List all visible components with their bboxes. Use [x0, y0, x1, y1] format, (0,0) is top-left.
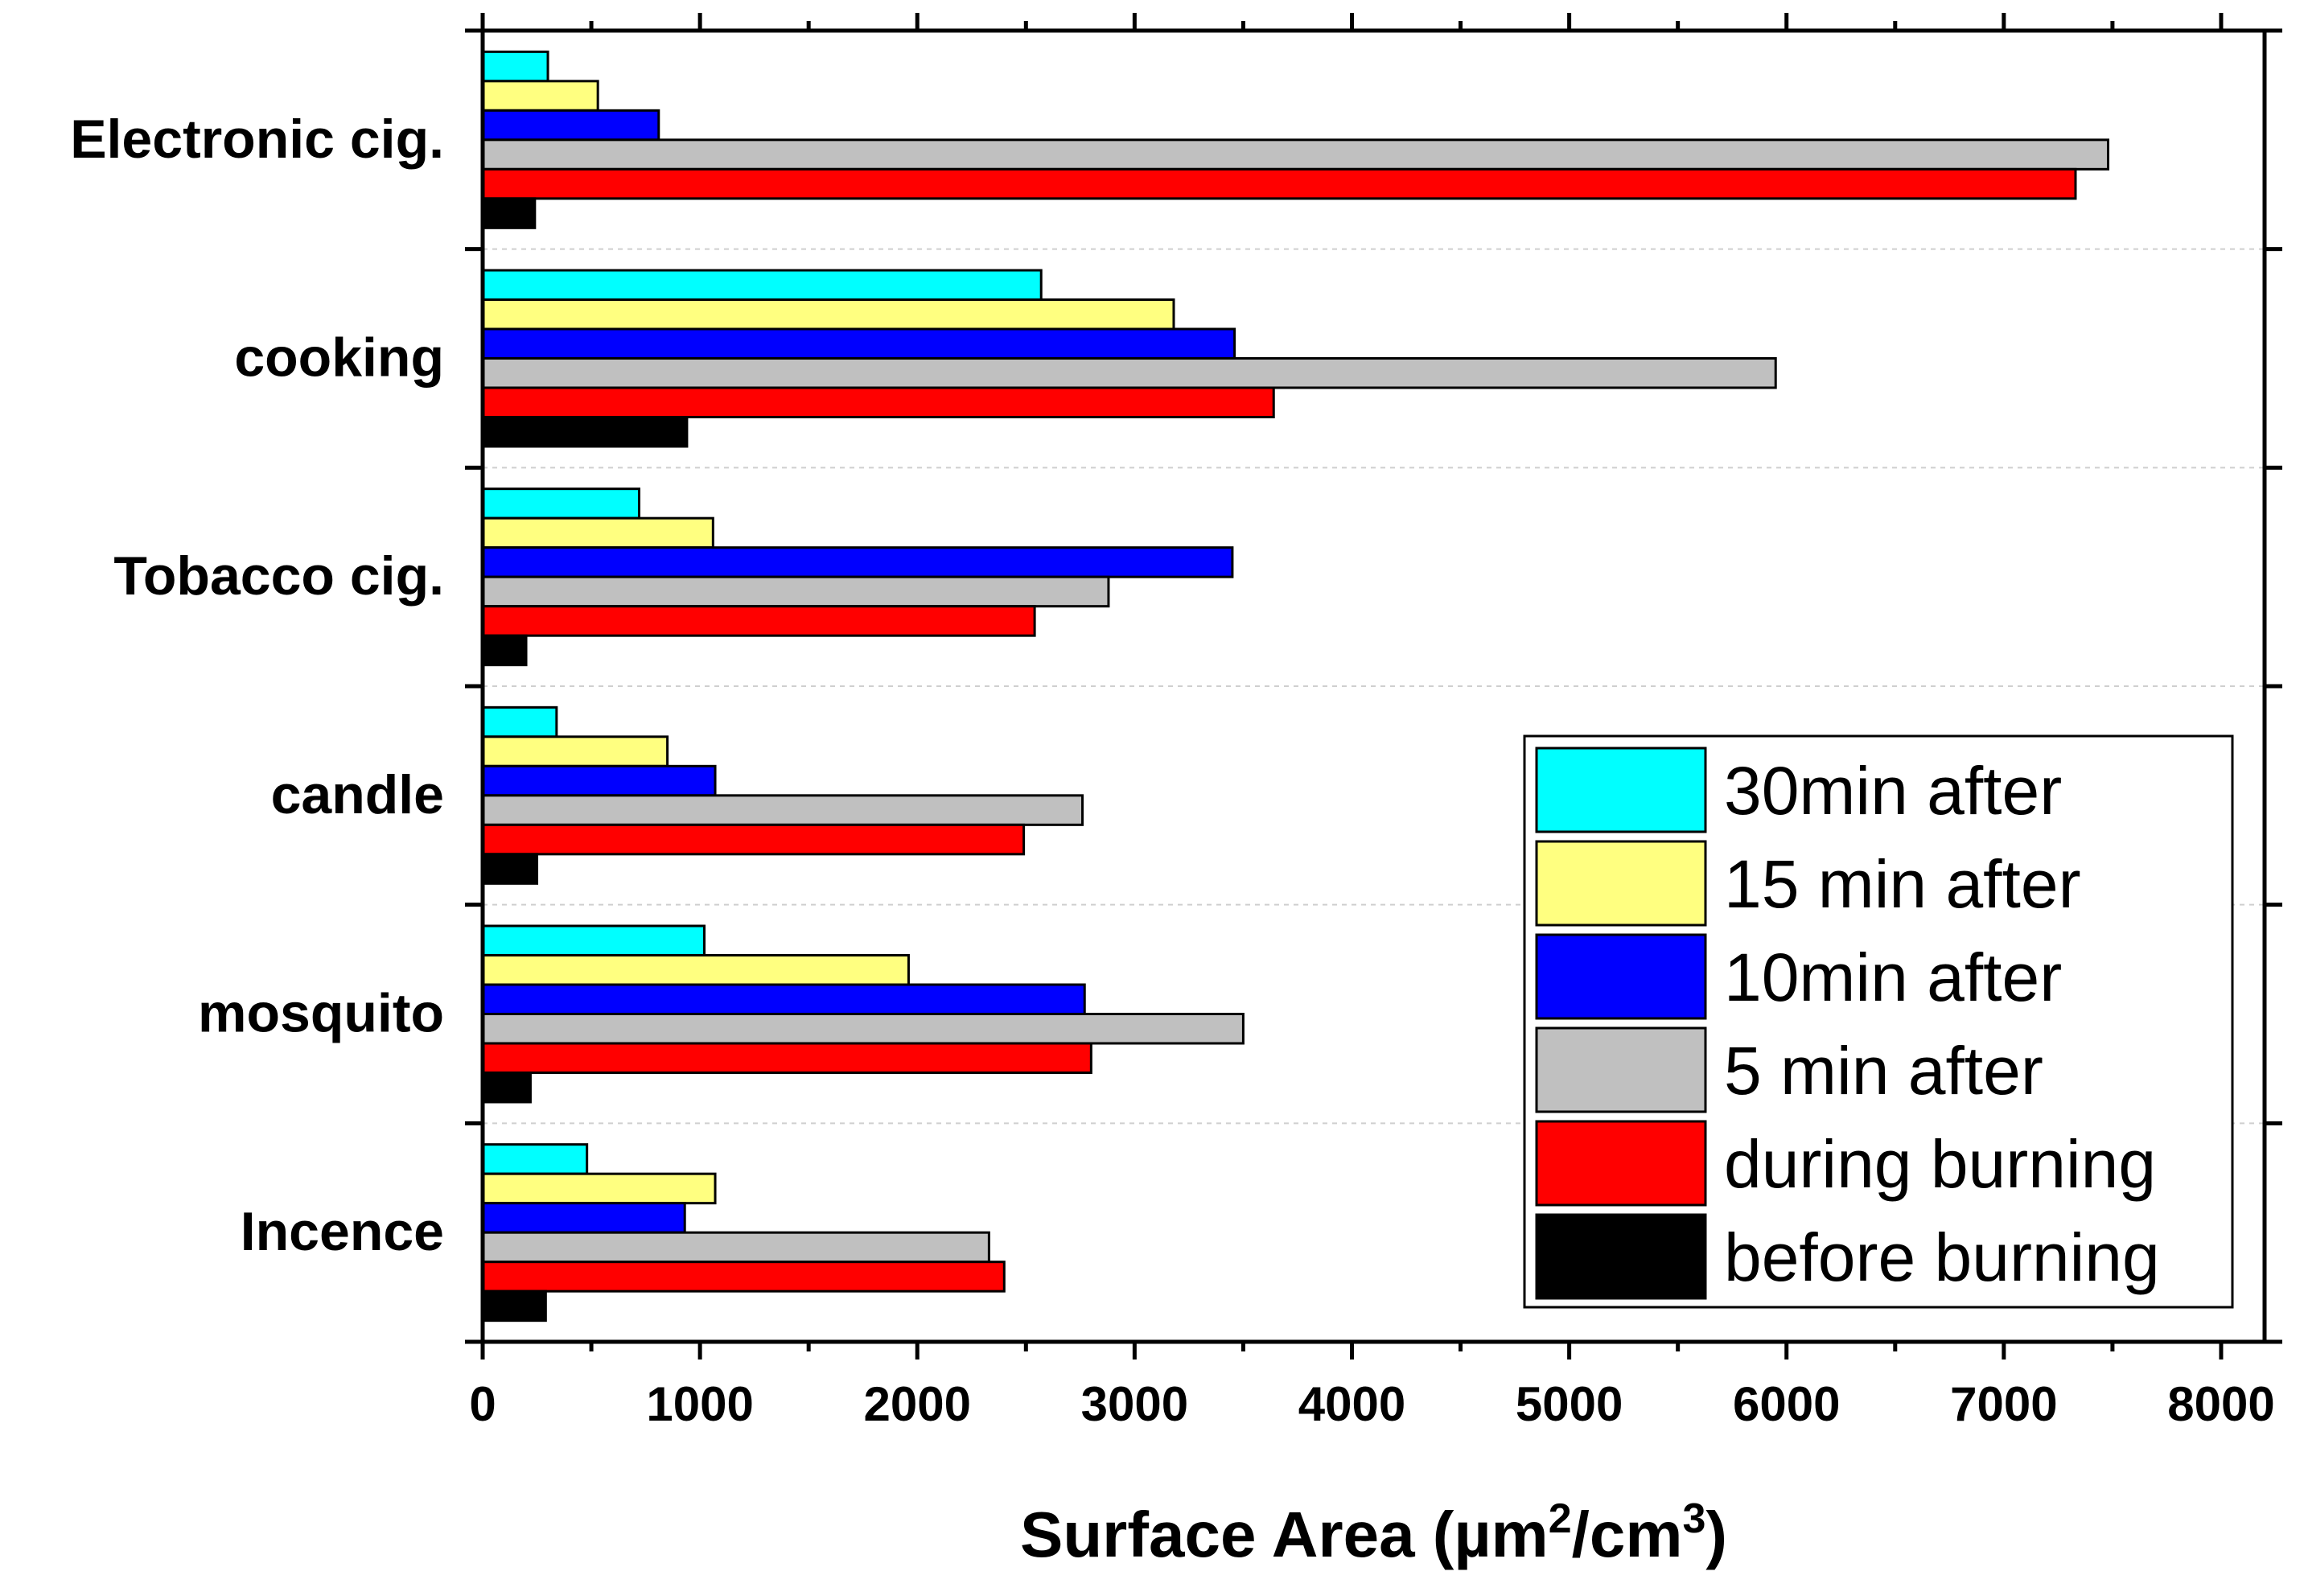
legend: 30min after 15 min after 10min after 5 min …	[1523, 734, 2234, 1309]
x-tick-label: 6000	[1733, 1377, 1840, 1431]
legend-swatch	[1535, 747, 1707, 833]
category-label: Incence	[241, 1201, 444, 1262]
x-tick-label: 5000	[1516, 1377, 1623, 1431]
legend-label: 15 min after	[1724, 846, 2081, 922]
bar-before-burning	[481, 197, 537, 229]
bar-30min-after	[481, 269, 1043, 301]
bar-5-min-after	[481, 1013, 1245, 1045]
x-tick-labels: 0 1000 2000 3000 4000 5000 6000 7000 8000	[469, 1377, 2274, 1431]
bar-10min-after	[481, 764, 717, 797]
bar-5-min-after	[481, 1231, 990, 1264]
x-tick-label: 8000	[2167, 1377, 2274, 1431]
x-tick-label: 4000	[1298, 1377, 1405, 1431]
bar-5-min-after	[481, 794, 1084, 826]
bar-10min-after	[481, 109, 660, 142]
bar-10min-after	[481, 546, 1234, 578]
bar-10min-after	[481, 1202, 686, 1234]
legend-label: 5 min after	[1724, 1033, 2043, 1109]
bar-30min-after	[481, 1143, 589, 1175]
bar-during-burning	[481, 386, 1275, 418]
category-label: candle	[271, 764, 444, 825]
legend-swatch	[1535, 933, 1707, 1020]
bar-30min-after	[481, 924, 706, 956]
bars	[481, 50, 2110, 1322]
bar-5-min-after	[481, 575, 1110, 608]
bar-5-min-after	[481, 138, 2110, 171]
bar-15-min-after	[481, 954, 910, 986]
x-axis-title: Surface Area (µm2/cm3)	[1020, 1495, 1727, 1570]
x-tick-label: 7000	[1950, 1377, 2057, 1431]
category-label: mosquito	[198, 983, 444, 1044]
bar-during-burning	[481, 1042, 1092, 1074]
bar-before-burning	[481, 1290, 547, 1322]
legend-label: 30min after	[1724, 753, 2062, 829]
bar-before-burning	[481, 853, 539, 885]
bar-15-min-after	[481, 298, 1175, 331]
bar-before-burning	[481, 634, 528, 667]
bar-30min-after	[481, 705, 558, 738]
bar-30min-after	[481, 487, 640, 520]
legend-label: before burning	[1724, 1220, 2160, 1295]
category-labels: Electronic cig. cooking Tobacco cig. candle…	[70, 109, 444, 1262]
axis-ticks	[465, 13, 2282, 1359]
bar-during-burning	[481, 823, 1026, 856]
legend-swatch	[1535, 1213, 1707, 1300]
category-label: Tobacco cig.	[113, 545, 444, 607]
legend-swatch	[1535, 1120, 1707, 1207]
category-label: Electronic cig.	[70, 109, 444, 170]
category-label: cooking	[234, 327, 444, 389]
bar-during-burning	[481, 1261, 1006, 1293]
gridlines	[483, 248, 2265, 1125]
bar-during-burning	[481, 167, 2077, 200]
bar-before-burning	[481, 416, 689, 448]
bar-15-min-after	[481, 80, 599, 112]
legend-swatch	[1535, 840, 1707, 927]
bar-15-min-after	[481, 1172, 717, 1205]
bar-10min-after	[481, 983, 1086, 1015]
bar-before-burning	[481, 1072, 532, 1104]
x-tick-label: 0	[469, 1377, 496, 1431]
bar-15-min-after	[481, 516, 714, 549]
x-tick-label: 3000	[1081, 1377, 1188, 1431]
bar-during-burning	[481, 605, 1036, 637]
bar-30min-after	[481, 50, 549, 83]
x-tick-label: 1000	[646, 1377, 753, 1431]
legend-label: during burning	[1724, 1126, 2156, 1202]
legend-label: 10min after	[1724, 940, 2062, 1015]
legend-swatch	[1535, 1026, 1707, 1113]
bar-15-min-after	[481, 735, 669, 767]
bar-5-min-after	[481, 357, 1777, 389]
x-tick-label: 2000	[864, 1377, 971, 1431]
bar-10min-after	[481, 327, 1236, 360]
